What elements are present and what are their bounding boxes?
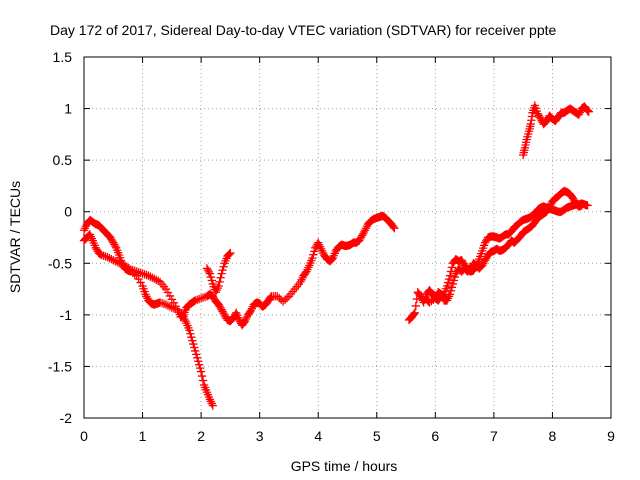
data-point	[583, 201, 592, 210]
data-point	[195, 363, 205, 373]
data-point	[449, 276, 459, 285]
data-point	[219, 262, 228, 271]
data-point	[443, 278, 453, 287]
data-point	[310, 247, 319, 256]
data-point	[410, 308, 419, 317]
data-point	[205, 269, 215, 278]
series-track-b-upper	[422, 199, 592, 307]
x-tick-label: 8	[549, 428, 557, 444]
data-point	[195, 360, 204, 369]
y-axis-label: SDTVAR / TECUs	[7, 181, 23, 293]
data-point	[450, 272, 460, 282]
data-point	[448, 279, 458, 289]
series-track-c	[519, 101, 593, 160]
data-point	[191, 346, 200, 356]
data-point	[216, 273, 225, 282]
data-point	[214, 281, 223, 291]
y-tick-label: -0.5	[48, 255, 72, 271]
data-point	[217, 269, 226, 278]
data-point	[208, 401, 217, 410]
data-point	[187, 333, 196, 342]
y-tick-label: 0.5	[53, 152, 73, 168]
data-point	[389, 222, 398, 231]
data-point	[192, 350, 201, 359]
data-point	[446, 286, 456, 295]
data-point	[185, 326, 194, 335]
data-point	[308, 253, 317, 263]
y-tick-label: 1	[64, 101, 72, 117]
data-point	[188, 336, 197, 345]
data-point	[198, 376, 208, 385]
series-track-a-upper	[79, 230, 217, 410]
x-tick-label: 0	[80, 428, 88, 444]
y-tick-label: 1.5	[53, 49, 73, 65]
x-tick-label: 2	[197, 428, 205, 444]
x-tick-label: 7	[490, 428, 498, 444]
y-tick-label: -1.5	[48, 358, 72, 374]
data-point	[444, 274, 454, 284]
x-tick-label: 1	[139, 428, 147, 444]
x-axis-label: GPS time / hours	[291, 458, 398, 474]
data-point	[218, 266, 227, 275]
x-tick-label: 6	[431, 428, 439, 444]
data-point	[190, 343, 199, 352]
data-point	[196, 367, 206, 376]
data-point	[409, 310, 419, 319]
data-point	[447, 263, 457, 272]
data-point	[445, 271, 455, 280]
y-tick-label: -1	[60, 307, 73, 323]
x-tick-label: 4	[314, 428, 322, 444]
data-point	[411, 301, 420, 311]
y-tick-label: -2	[60, 410, 73, 426]
y-tick-label: 0	[64, 204, 72, 220]
series-layer	[79, 101, 593, 410]
data-point	[390, 224, 399, 233]
data-point	[442, 281, 452, 291]
data-point	[206, 272, 216, 282]
data-point	[584, 107, 593, 116]
data-point	[194, 357, 203, 366]
data-point	[215, 277, 224, 287]
data-point	[447, 283, 457, 292]
data-point	[193, 353, 202, 362]
data-point	[207, 276, 216, 285]
x-tick-label: 3	[256, 428, 264, 444]
data-point	[189, 339, 198, 349]
data-point	[186, 329, 195, 338]
x-tick-label: 5	[373, 428, 381, 444]
data-point	[226, 248, 235, 258]
grid-layer	[84, 57, 611, 418]
data-point	[225, 249, 234, 259]
data-point	[197, 371, 207, 381]
series-track-a-spur	[202, 248, 235, 297]
chart-title: Day 172 of 2017, Sidereal Day-to-day VTE…	[50, 22, 557, 38]
data-point	[309, 250, 318, 259]
x-tick-label: 9	[607, 428, 615, 444]
data-point	[446, 267, 456, 276]
tick-layer: 0 1 2 3 4 5 6 7 8 9 -2 -1.5 -1 -0.5 0 0.5 1 1.5	[48, 49, 615, 444]
series-track-a-lower	[79, 211, 399, 330]
